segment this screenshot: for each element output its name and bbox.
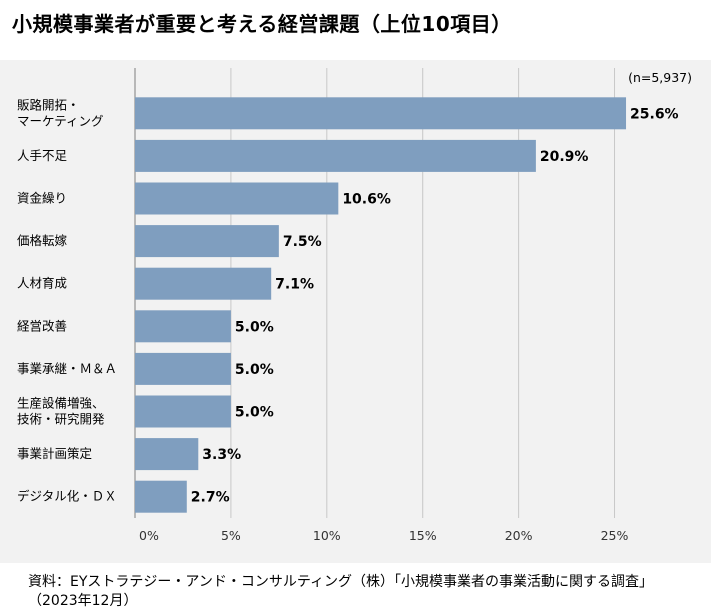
category-label: デジタル化・ＤＸ xyxy=(17,489,117,504)
bar-chart: 販路開拓・マーケティング人手不足資金繰り価格転嫁人材育成経営改善事業承継・Ｍ＆Ａ… xyxy=(17,68,692,543)
bar xyxy=(135,310,231,343)
x-tick-label: 5% xyxy=(221,528,241,543)
category-label: 人材育成 xyxy=(17,276,67,291)
bar xyxy=(135,352,231,385)
x-tick-label: 15% xyxy=(409,528,437,543)
x-tick-label: 10% xyxy=(313,528,341,543)
x-tick-label: 25% xyxy=(601,528,629,543)
source-note: 資料：EYストラテジー・アンド・コンサルティング（株）「小規模事業者の事業活動に… xyxy=(28,573,653,611)
value-label: 5.0% xyxy=(235,362,274,378)
value-label: 2.7% xyxy=(191,490,230,506)
source-line-1: 資料：EYストラテジー・アンド・コンサルティング（株）「小規模事業者の事業活動に… xyxy=(28,574,653,590)
bar xyxy=(135,139,536,172)
value-label: 5.0% xyxy=(235,319,274,335)
category-label: 経営改善 xyxy=(17,318,67,333)
bar xyxy=(135,182,339,215)
category-label: 事業計画策定 xyxy=(17,446,92,461)
value-label: 25.6% xyxy=(630,106,679,122)
bar xyxy=(135,267,272,300)
chart-area: 販路開拓・マーケティング人手不足資金繰り価格転嫁人材育成経営改善事業承継・Ｍ＆Ａ… xyxy=(0,60,711,563)
category-label: 販路開拓・マーケティング xyxy=(17,97,104,128)
value-label: 20.9% xyxy=(540,149,589,165)
bar xyxy=(135,438,199,471)
value-label: 7.1% xyxy=(275,277,314,293)
category-label: 人手不足 xyxy=(17,148,68,163)
category-label: 事業承継・Ｍ＆Ａ xyxy=(17,361,117,376)
category-label: 生産設備増強、技術・研究開発 xyxy=(17,396,105,427)
category-label: 資金繰り xyxy=(17,191,67,206)
x-tick-label: 0% xyxy=(139,528,159,543)
value-label: 5.0% xyxy=(235,405,274,421)
bar xyxy=(135,395,231,428)
x-tick-label: 20% xyxy=(505,528,533,543)
category-label: 価格転嫁 xyxy=(17,233,68,248)
bar xyxy=(135,225,279,258)
bar xyxy=(135,480,187,513)
value-label: 7.5% xyxy=(283,234,322,250)
bar xyxy=(135,97,627,130)
sample-size-note: (n=5,937) xyxy=(628,70,692,85)
source-line-2: （2023年12月） xyxy=(28,593,138,609)
value-label: 10.6% xyxy=(342,192,391,208)
chart-title: 小規模事業者が重要と考える経営課題（上位10項目） xyxy=(12,12,512,36)
value-label: 3.3% xyxy=(202,447,241,463)
